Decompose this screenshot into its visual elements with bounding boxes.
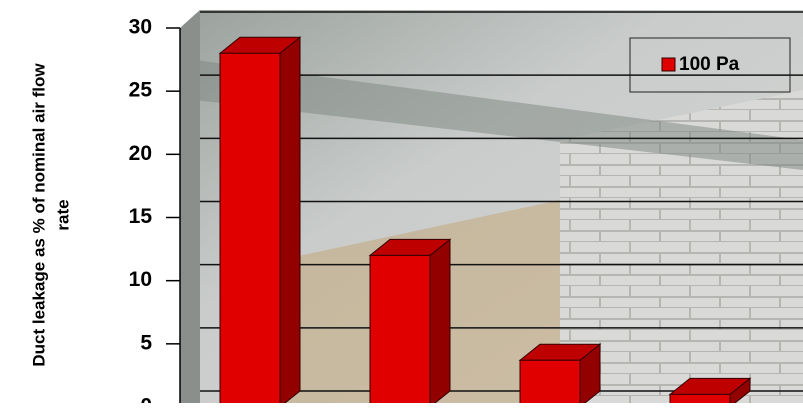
legend-box <box>629 37 791 93</box>
bar-side <box>429 238 451 408</box>
legend-label: 100 Pa <box>679 54 740 75</box>
bar <box>369 254 431 408</box>
y-axis-label: Duct leakage as % of nominal air flow <box>29 63 48 367</box>
y-tick-label: 30 <box>129 16 152 39</box>
y-tick-label: 0 <box>140 395 152 403</box>
bar <box>519 359 581 408</box>
y-axis-label: rate <box>53 199 72 230</box>
bar-side <box>279 36 301 408</box>
y-tick-label: 10 <box>129 268 152 291</box>
y-tick-label: 25 <box>129 79 153 102</box>
bar <box>219 52 281 408</box>
y-tick-label: 15 <box>129 205 153 228</box>
legend-swatch <box>661 57 676 72</box>
y-tick-label: 5 <box>140 331 152 354</box>
y-tick-label: 20 <box>129 142 152 165</box>
background-photo <box>180 10 803 403</box>
bar <box>669 393 731 408</box>
